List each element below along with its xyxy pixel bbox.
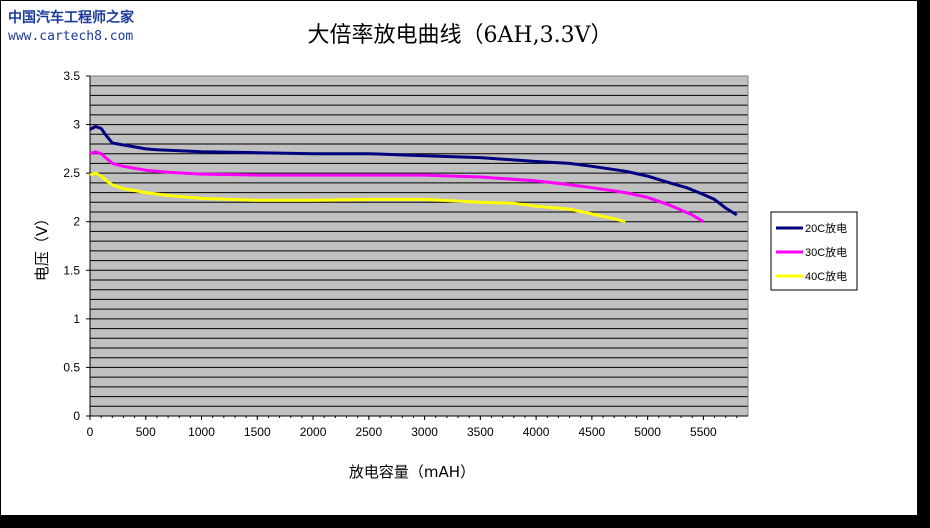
y-tick-label: 0.5 xyxy=(63,360,80,374)
x-tick-label: 3000 xyxy=(411,425,438,439)
x-axis-label: 放电容量（mAH） xyxy=(349,463,475,481)
x-tick-label: 5500 xyxy=(690,425,717,439)
axes xyxy=(89,75,749,417)
watermark: 中国汽车工程师之家 www.cartech8.com xyxy=(8,7,134,44)
y-tick-label: 0 xyxy=(73,409,80,423)
plot-area xyxy=(90,76,748,416)
x-tick-label: 2500 xyxy=(355,425,382,439)
series-line-20C放电 xyxy=(89,125,738,217)
legend-label: 20C放电 xyxy=(805,221,847,235)
legend-label: 40C放电 xyxy=(805,269,847,283)
x-tick-label: 5000 xyxy=(634,425,661,439)
gridlines xyxy=(90,85,748,407)
y-tick-label: 1 xyxy=(73,312,80,326)
y-tick-label: 3 xyxy=(73,118,80,132)
plot-background xyxy=(90,76,748,416)
x-tick-label: 1000 xyxy=(188,425,215,439)
y-tick-label: 2.5 xyxy=(63,166,80,180)
series-line-40C放电 xyxy=(89,171,626,224)
x-tick-label: 4500 xyxy=(579,425,606,439)
x-tick-label: 0 xyxy=(87,425,94,439)
y-axis-label: 电压（V） xyxy=(33,211,51,281)
x-axis-ticks: 0 500 1000 1500 2000 2500 3000 3500 4000 4500 5000… xyxy=(87,416,738,439)
y-axis-ticks: 0 0.5 1 1.5 2 2.5 3 3.5 xyxy=(63,69,90,423)
y-tick-label: 1.5 xyxy=(63,263,80,277)
frame-shadow-right xyxy=(917,6,924,520)
x-tick-label: 500 xyxy=(136,425,156,439)
x-tick-label: 4000 xyxy=(523,425,550,439)
x-tick-label: 1500 xyxy=(244,425,271,439)
frame-shadow-bottom xyxy=(6,515,924,522)
x-tick-label: 2000 xyxy=(300,425,327,439)
chart-title: 大倍率放电曲线（6AH,3.3V） xyxy=(308,23,613,48)
x-tick-label: 3500 xyxy=(467,425,494,439)
watermark-url: www.cartech8.com xyxy=(8,29,134,44)
y-tick-label: 3.5 xyxy=(63,69,80,83)
y-tick-label: 2 xyxy=(73,215,80,229)
legend-label: 30C放电 xyxy=(805,245,847,259)
legend: 20C放电 30C放电 40C放电 xyxy=(770,211,858,291)
series-line-30C放电 xyxy=(89,150,705,223)
watermark-site-name: 中国汽车工程师之家 xyxy=(8,10,134,26)
series-lines xyxy=(89,125,738,224)
